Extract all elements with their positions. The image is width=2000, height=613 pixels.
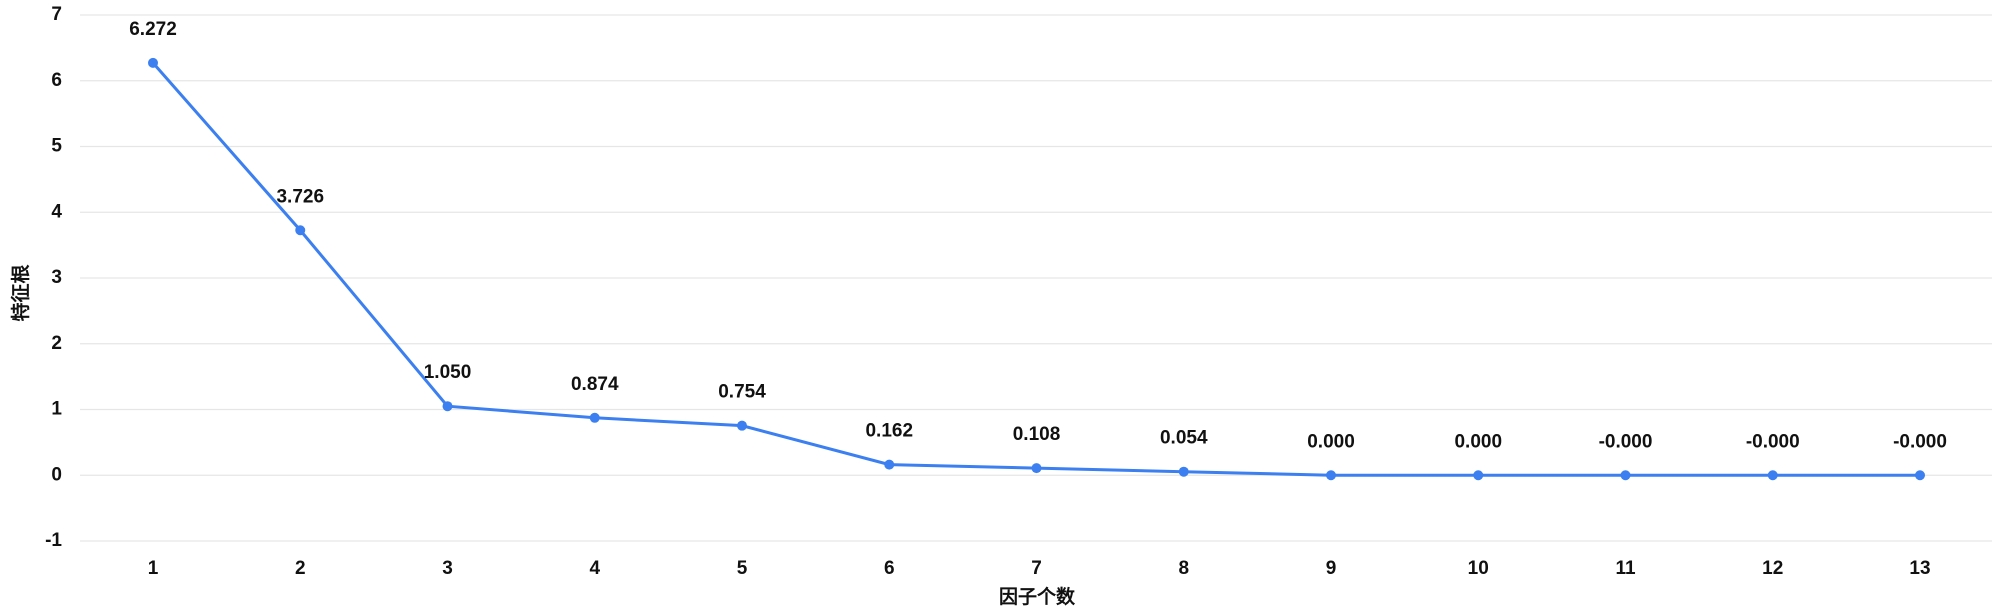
- point: [737, 420, 747, 431]
- y-tick-label: 1: [51, 399, 62, 420]
- x-tick-label: 6: [884, 558, 895, 579]
- data-label: 0.108: [1013, 424, 1061, 445]
- x-tick-label: 2: [295, 558, 306, 579]
- x-tick-label: 8: [1178, 558, 1189, 579]
- point: [1326, 470, 1336, 481]
- data-label: 0.054: [1160, 428, 1208, 449]
- point: [295, 225, 306, 236]
- point: [1473, 470, 1484, 481]
- data-label: 0.000: [1454, 431, 1502, 452]
- x-tick-label: 5: [737, 558, 748, 579]
- x-tick-label: 11: [1615, 558, 1636, 579]
- data-label: 3.726: [276, 186, 324, 207]
- point: [1767, 470, 1778, 481]
- x-tick-label: 13: [1909, 558, 1930, 579]
- x-tick-label: 12: [1762, 558, 1783, 579]
- data-label: -0.000: [1599, 431, 1653, 452]
- data-label: 6.272: [129, 19, 177, 40]
- point: [1178, 466, 1189, 477]
- y-tick-label: 7: [51, 4, 62, 25]
- x-axis-title: 因子个数: [999, 585, 1076, 608]
- point: [1915, 470, 1925, 481]
- x-tick-label: 9: [1326, 558, 1337, 579]
- data-label: -0.000: [1893, 431, 1947, 452]
- data-label: 0.162: [865, 421, 913, 442]
- data-label: 0.874: [571, 374, 619, 395]
- y-tick-label: 6: [51, 70, 62, 91]
- x-tick-label: 7: [1031, 558, 1042, 579]
- point: [148, 57, 158, 68]
- data-label: 1.050: [424, 362, 472, 383]
- point: [1031, 463, 1042, 474]
- y-axis-title: 特征根: [9, 264, 32, 321]
- y-tick-label: -1: [45, 530, 62, 551]
- data-label: 0.000: [1307, 431, 1355, 452]
- point: [442, 401, 453, 412]
- x-tick-label: 3: [442, 558, 453, 579]
- point: [884, 459, 895, 470]
- data-label: 0.754: [718, 382, 766, 403]
- x-tick-label: 10: [1468, 558, 1489, 579]
- x-tick-label: 1: [148, 558, 159, 579]
- y-tick-label: 0: [51, 464, 62, 485]
- point: [1620, 470, 1631, 481]
- y-tick-label: 5: [51, 136, 62, 157]
- point: [589, 412, 600, 423]
- y-tick-label: 2: [51, 333, 62, 354]
- y-tick-label: 3: [51, 267, 62, 288]
- x-tick-label: 4: [589, 558, 600, 579]
- y-tick-label: 4: [51, 201, 62, 222]
- data-label: -0.000: [1746, 431, 1800, 452]
- line: [151, 61, 1920, 477]
